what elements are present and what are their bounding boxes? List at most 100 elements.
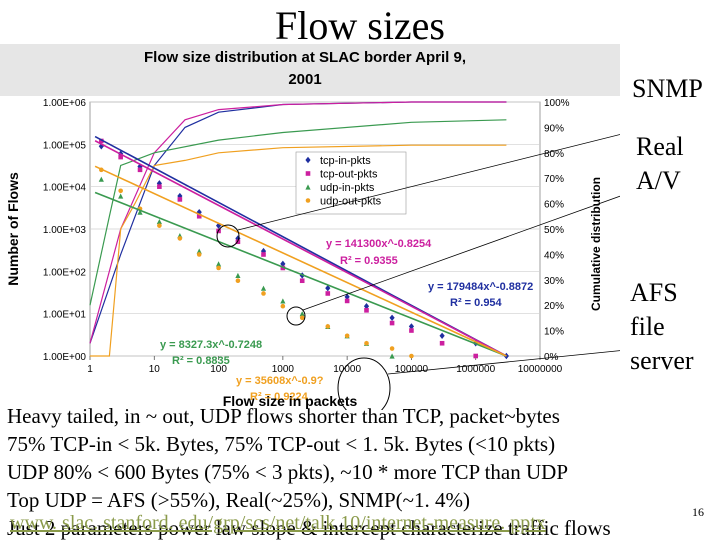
note-line: 75% TCP-in < 5k. Bytes, 75% TCP-out < 1.… [7,432,556,456]
callout-av-text: A/V [636,166,681,195]
fit-line-udp-out-pkts [94,165,507,357]
data-point [215,261,222,267]
data-point [305,171,311,176]
fit-lines [94,135,507,357]
y2-tick-label: 90% [544,123,564,134]
av-pointer-line [302,195,620,311]
cdf-line-tcp-out-pkts [89,101,507,344]
data-point [261,252,266,257]
data-point [389,346,395,351]
data-point [157,184,162,189]
y-tick-label: 1.00E+02 [43,267,87,278]
afs-marker-ellipse [337,357,391,410]
y2-tick-label: 40% [544,250,564,261]
data-point [409,353,414,359]
data-point [235,278,241,284]
y2-tick-label: 70% [544,174,564,185]
data-point [408,323,415,330]
y2-axis-ticks: 0%10%20%30%40%50%60%70%80%90%100% [544,98,570,363]
data-point [280,260,286,268]
fit-equation: y = 8327.3x^-0.7248 [160,339,262,351]
fit-r2: R² = 0.8835 [172,355,230,367]
data-point [235,272,241,279]
y-axis-label: Number of Flows [5,172,21,286]
data-point [325,324,331,329]
fit-equation: y = 35608x^-0.9? [236,375,324,387]
callout-afs-3: server [630,346,694,375]
data-point [344,298,350,304]
data-point [389,353,395,359]
footer-url-link[interactable]: www. slac. stanford. edu/grp/scs/net/tal… [10,512,546,534]
data-point [157,223,162,228]
cdf-lines [89,101,507,357]
gridlines [90,101,540,357]
data-point [118,193,124,199]
data-point [439,332,445,340]
data-point [389,320,395,326]
y2-tick-label: 80% [544,149,564,160]
data-point [299,311,305,317]
x-tick-label: 10 [149,364,161,375]
y-axis-ticks: 1.00E+00 1.00E+01 1.00E+02 1.00E+03 1.00E+04… [43,98,87,363]
x-tick-label: 100000 [395,364,429,375]
data-point [389,314,395,321]
callout-real-av: Real A/V [636,130,684,198]
data-point [305,198,311,203]
data-point [325,284,331,292]
fit-equation: y = 141300x^-0.8254 [326,238,432,250]
fit-line-udp-in-pkts [94,191,507,357]
x-axis-label: Flow size in packets [223,393,358,409]
legend-box [295,151,407,215]
data-point [299,315,305,321]
y-tick-label: 1.00E+05 [43,140,87,151]
data-point [280,298,286,304]
av-marker-circle [286,306,306,326]
legend-entry: tcp-out-pkts [320,169,378,181]
data-point [260,285,267,291]
y-tick-label: 1.00E+06 [43,98,87,109]
chart-title-2: 2001 [288,71,321,88]
snmp-marker-circle [216,224,240,248]
y2-tick-label: 60% [544,200,564,211]
y-tick-label: 1.00E+04 [43,183,87,194]
callout-snmp: SNMP [632,74,703,103]
note-line: Top UDP = AFS (>55%), Real(~25%), SNMP(~… [7,488,470,512]
x-tick-label: 10000000 [518,364,563,375]
data-point [305,184,311,190]
data-point [137,167,143,173]
callout-afs-1: AFS [630,278,678,307]
legend: tcp-in-pktstcp-out-pktsudp-in-pktsudp-ou… [295,151,407,215]
x-tick-label: 100 [210,364,227,375]
data-point [156,218,162,225]
note-line: Just 2 parameters power law slope & inte… [7,516,611,540]
data-point [216,265,221,271]
data-point [344,333,350,339]
page-number: 16 [692,505,704,519]
flow-size-chart: Flow size distribution at SLAC border Ap… [0,44,620,410]
y2-tick-label: 20% [544,301,564,312]
slide-notes: Heavy tailed, in ~ out, UDP flows shorte… [7,402,707,542]
data-point [99,138,104,144]
cdf-line-udp-out-pkts [90,144,507,357]
fit-equation: y = 179484x^-0.8872 [428,281,533,293]
data-point [260,247,267,255]
data-point [299,278,305,284]
data-point [325,291,331,296]
afs-pointer-line [387,350,620,375]
chart-title: Flow size distribution at SLAC border Ap… [144,49,466,66]
slide-title: Flow sizes [275,3,445,48]
y2-tick-label: 50% [544,225,564,236]
snmp-pointer-line [237,134,620,231]
data-point [196,213,202,219]
data-point [409,328,414,333]
fit-r2: R² = 0.954 [450,297,503,309]
data-point [473,353,479,359]
callout-afs: AFS file server [630,276,694,378]
data-point [364,308,369,313]
data-point [118,154,123,160]
y2-tick-label: 100% [544,98,570,109]
callout-afs-2: file [630,312,665,341]
data-point [261,291,266,296]
fit-labels: y = 179484x^-0.8872 R² = 0.954 y = 141300x… [160,238,533,403]
cdf-line-udp-in-pkts [89,119,507,306]
